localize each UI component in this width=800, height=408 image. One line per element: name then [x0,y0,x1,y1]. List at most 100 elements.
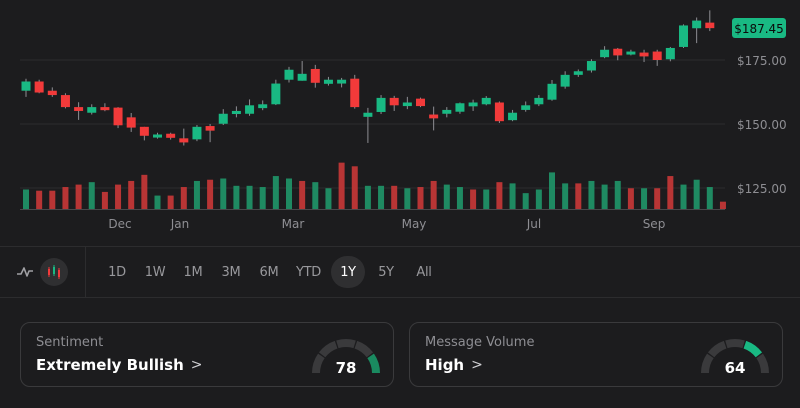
candle [705,10,715,32]
gauge-arc-icon [312,339,380,374]
volume-bar [75,184,82,209]
candlestick-chart[interactable]: $125.00 $150.00 $175.00 Dec Jan Mar May Jul Sep $… [0,0,800,245]
volume-bar [299,180,306,209]
range-3m[interactable]: 3M [221,264,241,280]
candle [402,96,412,110]
candle [573,69,583,77]
range-ytd[interactable]: YTD [296,264,321,280]
volume-bar [404,188,411,209]
line-chart-icon [17,267,33,277]
sentiment-gauge: 78 [310,333,382,379]
volume-bar [36,190,43,209]
range-6m[interactable]: 6M [259,264,279,280]
range-5y[interactable]: 5Y [378,264,394,280]
range-1w[interactable]: 1W [144,264,166,280]
volume-bar [49,190,56,209]
candle [205,124,215,143]
candle [376,95,386,115]
volume-bar [378,185,385,209]
candle [416,97,425,108]
candle [586,59,596,73]
candle [166,132,176,140]
volume-bar [549,172,555,209]
chevron-right-icon: > [190,357,203,373]
candle [258,100,268,111]
candle [297,61,307,81]
x-axis-label: Sep [643,217,666,231]
message-volume-value: High > [425,356,483,374]
volume-bar [443,184,450,209]
volume-bar [483,189,490,209]
volume-bar [246,185,253,209]
chart-toolbar-divider-top [0,246,800,247]
volume-bar [128,180,135,209]
chart-toolbar: 1D 1W 1M 3M 6M YTD 1Y 5Y All [0,247,800,297]
candle [100,103,110,112]
candlestick-chart-button[interactable] [40,258,68,286]
y-axis-label: $125.00 [737,182,787,196]
volume-bar [456,187,463,209]
current-price-badge: $187.45 [732,18,786,38]
candle [560,71,570,89]
volume-bar [23,189,29,209]
volume-bar [470,189,477,209]
volume-bar [693,179,700,209]
volume-bar [680,184,687,209]
candle [218,109,228,126]
volume-bar [220,178,227,209]
volume-bar [575,183,582,209]
candle [494,101,504,123]
candle [652,49,662,66]
candle [245,99,255,116]
volume-bar [193,180,200,209]
message-volume-value-text: High [425,356,465,374]
volume-bar [207,179,214,209]
volume-bar [101,191,108,209]
candle [508,109,518,122]
candle [521,101,531,112]
volume-bar [391,185,398,209]
volume-bar [614,180,621,209]
x-axis-label: Mar [282,217,305,231]
candle [126,112,136,132]
candlestick-icon [48,265,60,279]
candle [468,99,478,111]
sentiment-score: 78 [335,359,357,377]
volume-bar [430,180,437,209]
candle [389,95,399,111]
range-all[interactable]: All [416,264,432,280]
volume-bar [654,188,661,209]
volume-bar [88,182,95,209]
message-volume-card[interactable]: Message Volume High > 64 [409,322,783,387]
candle [271,79,281,106]
candle [192,125,202,142]
candle [679,24,688,48]
candle [455,102,465,114]
candle [442,107,452,118]
time-range-selector: 1D 1W 1M 3M 6M YTD 1Y 5Y All [100,247,445,297]
chevron-right-icon: > [471,357,483,373]
volume-bar [62,187,69,209]
candle [350,74,360,109]
volume-bar [535,189,542,209]
range-1d[interactable]: 1D [108,264,126,280]
candle [547,79,557,101]
range-1y[interactable]: 1Y [331,256,365,288]
candle [429,106,439,131]
sentiment-value: Extremely Bullish > [36,356,203,374]
candle [363,107,373,143]
volume-bar [364,185,371,209]
volume-bar [496,182,503,209]
sentiment-card[interactable]: Sentiment Extremely Bullish > 78 [20,322,394,387]
x-axis-label: May [402,217,427,231]
candle [47,87,57,97]
sentiment-value-text: Extremely Bullish [36,356,184,374]
svg-text:$187.45: $187.45 [734,22,784,36]
volume-bar [286,178,292,209]
candle [310,64,320,88]
range-1m[interactable]: 1M [183,264,203,280]
y-axis-label: $150.00 [737,118,787,132]
volume-bar [167,195,174,209]
line-chart-button[interactable] [11,258,39,286]
volume-bar [522,193,529,209]
